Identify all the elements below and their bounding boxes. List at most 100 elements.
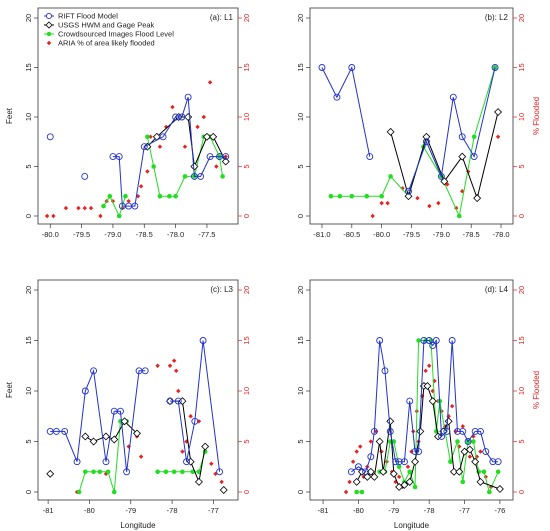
crowd-point (364, 193, 370, 199)
plot-frame (309, 279, 514, 501)
aria-point (103, 471, 109, 477)
rift-point (376, 337, 384, 344)
usgs-point (465, 445, 474, 454)
aria-point (460, 424, 465, 429)
aria-point (467, 454, 473, 459)
crowd-point (105, 469, 111, 475)
y2-tick-label: 5 (517, 164, 526, 168)
aria-point (343, 489, 349, 495)
rift-line (351, 339, 499, 473)
rift-point (216, 468, 224, 476)
usgs-point (473, 194, 482, 203)
rift-point (489, 458, 497, 466)
y2-tick-label: 10 (242, 387, 251, 395)
crowd-point (359, 489, 365, 495)
rift-point (482, 448, 490, 456)
rift-point (197, 172, 205, 180)
y2-tick-label: 5 (517, 439, 526, 443)
crowd-point (354, 489, 359, 495)
x-tick-label: -78.5 (136, 230, 153, 239)
x-tick-label: -79.0 (433, 230, 450, 239)
crowd-point (76, 489, 82, 495)
y-tick-label: 10 (296, 113, 305, 121)
legend-item-aria: ARIA % of area likely flooded (46, 39, 155, 48)
crowd-point (448, 459, 453, 465)
rift-point (432, 337, 440, 344)
rift-point (52, 427, 60, 435)
aria-point (219, 479, 224, 485)
plot-frame (37, 279, 239, 501)
rift-point (392, 458, 400, 466)
rift-point (470, 153, 478, 161)
panel-2: 0 5 10 15 20 0 5 10 15 20 -81.0 -80.5 -80.0 -79.5 -79.… (296, 7, 541, 239)
rift-point (438, 433, 446, 440)
x-tick-label: -78 (167, 506, 178, 515)
series-rift (318, 64, 499, 195)
rift-point (46, 133, 54, 141)
usgs-point (209, 132, 218, 141)
x-tick-label: -81 (318, 506, 329, 515)
aria-point (182, 144, 188, 149)
legend-marker (46, 40, 52, 46)
rift-point (415, 448, 423, 456)
usgs-point (352, 477, 361, 486)
usgs-point (81, 432, 90, 441)
crowd-point (495, 469, 501, 475)
aria-point (82, 205, 87, 211)
crowd-point (471, 439, 476, 444)
aria-point (188, 414, 193, 419)
rift-line (408, 67, 496, 192)
crowd-line (78, 420, 127, 493)
y-tick-label: 15 (296, 336, 305, 344)
y2-tick-label: 5 (242, 439, 251, 443)
rift-point (406, 397, 414, 405)
y-tick-label: 10 (24, 113, 33, 121)
panel-title: (a): L1 (210, 13, 234, 22)
usgs-point (422, 132, 431, 141)
y-tick-label: 0 (296, 214, 305, 218)
y-tick-label: 5 (24, 164, 33, 168)
crowd-point (145, 134, 150, 140)
y-tick-label: 5 (24, 439, 33, 443)
crowd-point (487, 489, 492, 495)
crowd-point (157, 193, 163, 199)
rift-point (81, 172, 89, 180)
crowd-point (173, 193, 178, 199)
aria-point (201, 114, 206, 120)
aria-point (478, 449, 483, 454)
rift-line (321, 65, 371, 157)
rift-point (318, 64, 326, 71)
rift-line (170, 340, 221, 472)
usgs-point (411, 457, 420, 466)
series-aria (74, 358, 224, 495)
x-tick-label: -80.0 (42, 230, 59, 239)
crowd-point (412, 484, 418, 490)
aria-point (170, 104, 175, 110)
y2-tick-label: 0 (517, 214, 526, 218)
usgs-point (201, 442, 210, 451)
aria-point (207, 80, 213, 85)
series-crowd (328, 65, 498, 219)
x-tick-label: -78.0 (167, 230, 184, 239)
aria-point (214, 164, 219, 169)
rift-point (222, 153, 230, 161)
y2-tick-label: 15 (517, 63, 526, 71)
aria-point (354, 449, 359, 454)
crowd-point (151, 164, 156, 169)
aria-point (449, 403, 455, 409)
y2-tick-label: 20 (242, 14, 251, 22)
rift-point (206, 153, 214, 161)
plot-frame (37, 7, 239, 225)
x-axis-label: Longitude (394, 521, 430, 530)
crowd-point (123, 193, 128, 199)
aria-point (460, 189, 465, 194)
aria-point (379, 200, 384, 206)
y-axis-label: Feet (5, 107, 14, 124)
crowd-point (328, 193, 334, 199)
rift-point (454, 427, 461, 435)
crowd-point (155, 469, 160, 475)
usgs-point (386, 417, 395, 426)
rift-point (81, 387, 89, 395)
legend-label: RIFT Flood Model (58, 12, 118, 21)
usgs-point (440, 177, 449, 186)
